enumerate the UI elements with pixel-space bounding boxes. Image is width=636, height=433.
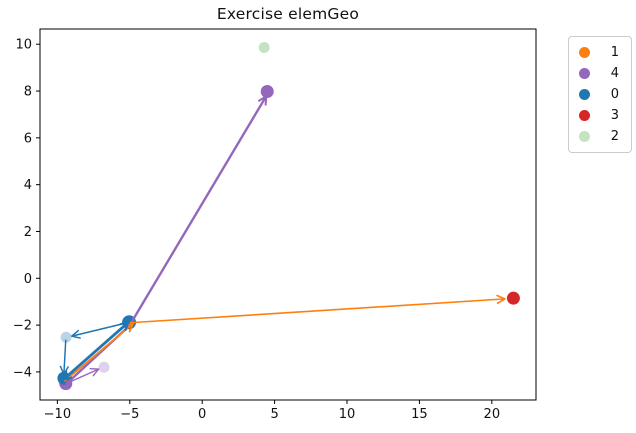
x-tick-label: 20	[484, 407, 501, 422]
arrow-head	[119, 321, 130, 326]
arrow-head	[63, 366, 69, 375]
y-tick-label: 2	[24, 225, 32, 240]
arrow-0-seg2	[63, 339, 67, 375]
arrow-head	[71, 329, 80, 337]
legend-swatch	[579, 110, 590, 121]
arrow-0-seg3	[62, 320, 130, 381]
legend-item-0: 0	[579, 85, 619, 104]
data-point-4	[260, 85, 274, 98]
arrow-head	[128, 322, 134, 333]
legend-label: 0	[610, 87, 619, 102]
legend-label: 1	[610, 45, 619, 60]
legend-swatch	[579, 68, 590, 79]
y-tick-label: 0	[24, 272, 32, 287]
legend: 1 4 0 3 2	[568, 36, 632, 153]
arrow-head	[124, 321, 130, 331]
data-point-4-ghost	[98, 361, 110, 373]
y-tick-label: 4	[24, 178, 32, 193]
legend-label: 2	[610, 129, 619, 144]
arrow-head	[62, 376, 73, 381]
x-tick-label: 15	[411, 407, 428, 422]
x-tick-label: −10	[44, 407, 71, 422]
x-tick-label: 0	[198, 407, 206, 422]
x-tick-label: −5	[120, 407, 139, 422]
legend-swatch	[579, 47, 590, 58]
arrow-head	[92, 368, 100, 377]
legend-item-3: 3	[579, 106, 619, 125]
data-point-3	[506, 291, 520, 305]
data-point-0-ghost	[60, 331, 72, 343]
arrow-head	[496, 294, 506, 300]
y-tick-label: 10	[15, 38, 32, 53]
y-tick-label: −4	[13, 365, 32, 380]
legend-item-2: 2	[579, 127, 619, 146]
arrow-4-seg2	[129, 95, 268, 326]
arrow-head	[264, 95, 268, 106]
data-point-2	[258, 41, 270, 53]
y-tick-label: 8	[24, 85, 32, 100]
legend-item-1: 1	[579, 43, 619, 62]
legend-swatch	[579, 89, 590, 100]
arrow-1-seg2	[129, 298, 505, 324]
arrow-head	[496, 298, 506, 305]
arrow-head	[59, 365, 65, 375]
legend-swatch	[579, 131, 590, 142]
arrow-1-seg1	[63, 323, 134, 382]
x-tick-label: 5	[270, 407, 278, 422]
arrow-head	[71, 335, 81, 339]
arrow-head	[62, 370, 68, 381]
x-tick-label: 10	[339, 407, 356, 422]
axes-frame	[39, 28, 537, 401]
arrow-head	[258, 95, 268, 102]
arrow-4-ghost	[65, 368, 99, 385]
legend-label: 3	[610, 108, 619, 123]
chart-title: Exercise elemGeo	[216, 5, 360, 23]
legend-item-4: 4	[579, 64, 619, 83]
legend-label: 4	[610, 66, 619, 81]
y-tick-label: −2	[13, 319, 32, 334]
y-tick-label: 6	[24, 131, 32, 146]
